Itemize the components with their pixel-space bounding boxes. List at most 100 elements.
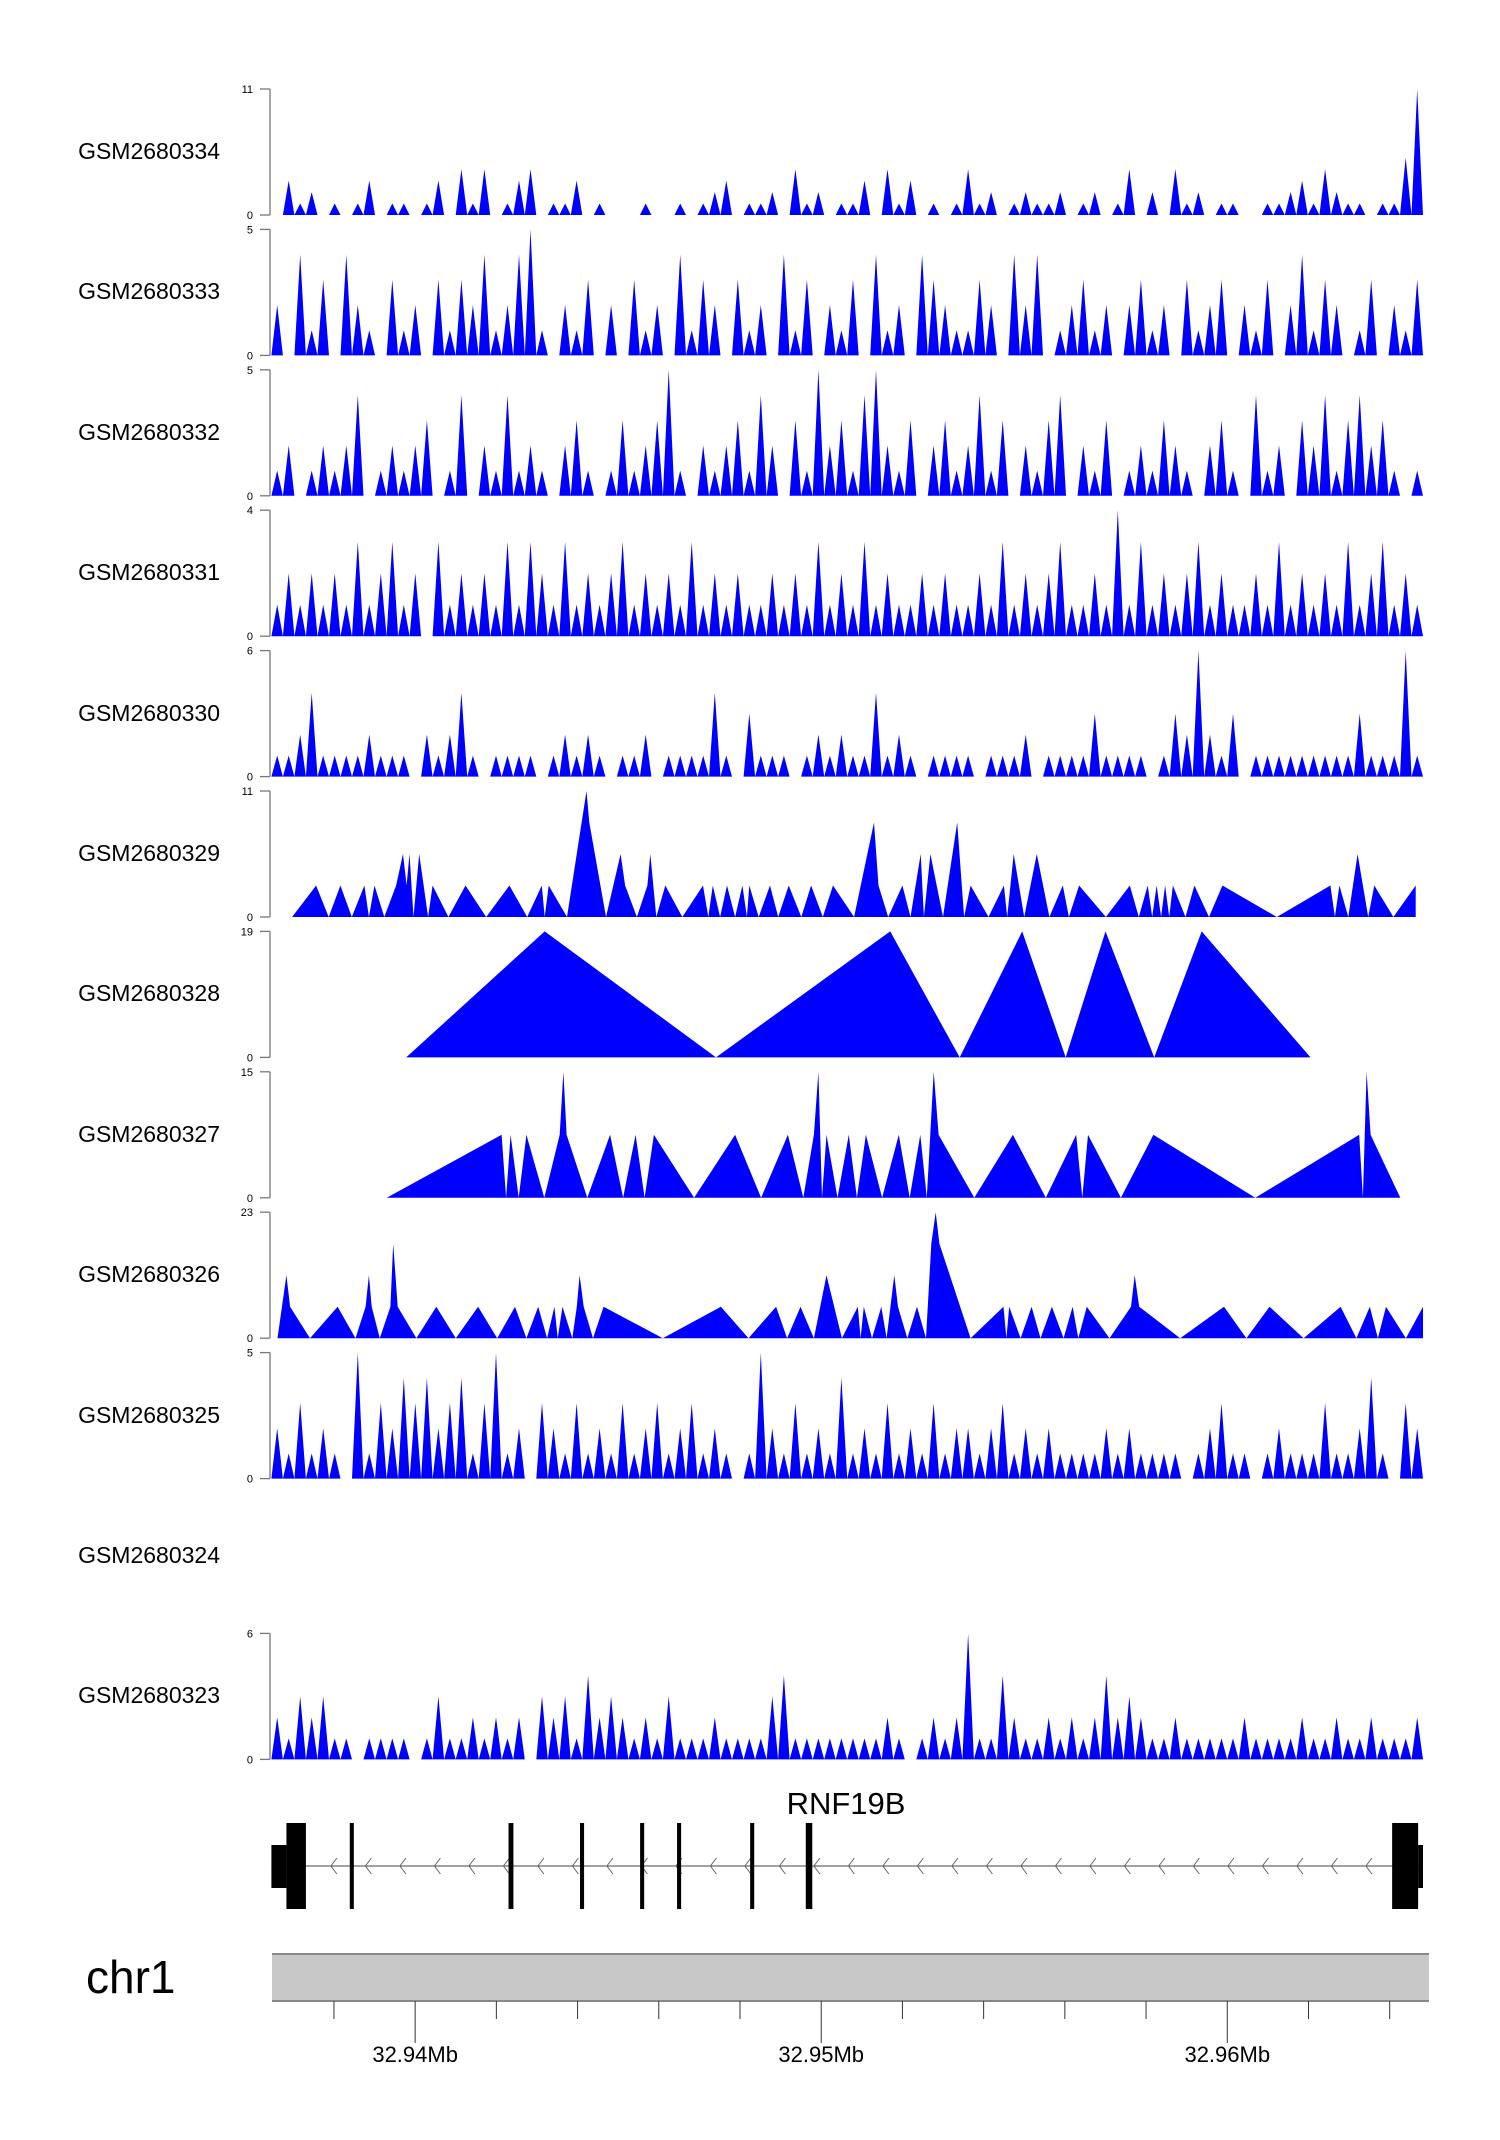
strand-arrow-icon (537, 1857, 545, 1875)
exon (580, 1823, 585, 1909)
strand-arrow-icon (571, 1857, 579, 1875)
strand-arrow-icon (502, 1857, 510, 1875)
exon (349, 1823, 354, 1909)
track-GSM2680329: 11 0 (242, 786, 1416, 924)
y-tick-label-max: 5 (247, 365, 253, 377)
track-label: GSM2680323 (78, 1682, 220, 1709)
track-GSM2680332: 50 (247, 365, 1423, 503)
strand-arrow-icon (916, 1857, 924, 1875)
strand-arrow-icon (709, 1857, 717, 1875)
gene-name: RNF19B (786, 1786, 906, 1821)
track-GSM2680334: 11 0 (242, 84, 1423, 222)
coverage-area (292, 791, 1416, 917)
track-label: GSM2680326 (78, 1261, 220, 1288)
strand-arrow-icon (468, 1857, 476, 1875)
coverage-area (406, 931, 1311, 1058)
track-GSM2680325: 50 (247, 1348, 1423, 1486)
coverage-area (277, 1212, 1423, 1339)
exon (750, 1823, 755, 1909)
track-label: GSM2680328 (78, 980, 220, 1007)
coverage-area (386, 1071, 1401, 1198)
y-tick-label-min: 0 (247, 210, 253, 222)
y-tick-label-min: 0 (247, 1474, 253, 1486)
strand-arrow-icon (364, 1857, 372, 1875)
strand-arrow-icon (433, 1857, 441, 1875)
strand-arrow-icon (744, 1857, 752, 1875)
track-GSM2680327: 15 0 (241, 1067, 1401, 1205)
y-tick-label-max: 6 (247, 646, 253, 658)
y-tick-label-max: 19 (241, 926, 253, 938)
chromosome-bar (272, 1954, 1429, 2001)
strand-arrow-icon (1020, 1857, 1028, 1875)
strand-arrow-icon (1158, 1857, 1166, 1875)
chromosome-label: chr1 (86, 1951, 176, 2003)
genome-axis: 32.94Mb 32.95Mb 32.96Mb (272, 1953, 1429, 2067)
y-tick-label-max: 11 (242, 84, 253, 96)
strand-arrow-icon (1261, 1857, 1269, 1875)
coverage-area (271, 229, 1423, 356)
y-tick-label-max: 15 (241, 1067, 253, 1079)
strand-arrow-icon (1365, 1857, 1373, 1875)
exon (640, 1823, 645, 1909)
exon (805, 1823, 813, 1909)
y-tick-label-min: 0 (247, 1333, 253, 1345)
y-tick-label-max: 23 (241, 1207, 253, 1219)
track-label: GSM2680325 (78, 1401, 220, 1428)
strand-arrow-icon (882, 1857, 890, 1875)
strand-arrow-icon (813, 1857, 821, 1875)
coverage-area (271, 650, 1423, 777)
y-tick-label-max: 5 (247, 1348, 253, 1360)
y-tick-label-max: 5 (247, 224, 253, 236)
y-tick-label-min: 0 (247, 350, 253, 362)
axis-tick-label: 32.94Mb (372, 2042, 458, 2067)
coverage-area (271, 1633, 1423, 1760)
track-label: GSM2680324 (78, 1542, 220, 1568)
strand-arrow-icon (985, 1857, 993, 1875)
y-tick-label-min: 0 (247, 912, 253, 924)
y-tick-label-min: 0 (247, 631, 253, 643)
utr (1418, 1845, 1423, 1888)
exon (286, 1823, 306, 1909)
axis-tick-label: 32.96Mb (1184, 2042, 1270, 2067)
strand-arrow-icon (778, 1857, 786, 1875)
y-tick-label-max: 6 (247, 1628, 253, 1640)
track-GSM2680323: 60 (247, 1628, 1423, 1766)
axis-tick-label: 32.95Mb (778, 2042, 864, 2067)
strand-arrow-icon (847, 1857, 855, 1875)
strand-arrow-icon (1089, 1857, 1097, 1875)
track-label: GSM2680329 (78, 840, 220, 866)
strand-arrow-icon (1330, 1857, 1338, 1875)
strand-arrow-icon (1192, 1857, 1200, 1875)
coverage-area (271, 89, 1423, 215)
strand-arrow-icon (330, 1857, 338, 1875)
y-tick-label-min: 0 (247, 1754, 253, 1766)
coverage-area (271, 369, 1423, 496)
track-label: GSM2680333 (78, 278, 220, 305)
y-tick-label-min: 0 (247, 1193, 253, 1205)
track-label: GSM2680331 (78, 559, 220, 586)
track-label: GSM2680332 (78, 418, 220, 445)
exon (508, 1823, 514, 1909)
track-GSM2680326: 23 0 (241, 1207, 1423, 1345)
track-GSM2680333: 50 (247, 224, 1423, 362)
y-tick-label-min: 0 (247, 1052, 253, 1064)
track-GSM2680330: 60 (247, 646, 1423, 784)
strand-arrow-icon (399, 1857, 407, 1875)
strand-arrow-icon (1054, 1857, 1062, 1875)
strand-arrow-icon (1296, 1857, 1304, 1875)
exon (1392, 1823, 1419, 1909)
strand-arrow-icon (951, 1857, 959, 1875)
coverage-area (271, 510, 1423, 637)
strand-arrow-icon (1227, 1857, 1235, 1875)
y-tick-label-max: 11 (242, 786, 253, 798)
track-GSM2680331: 40 (247, 505, 1423, 643)
track-label: GSM2680334 (78, 138, 220, 164)
strand-arrow-icon (606, 1857, 614, 1875)
gene-model (271, 1823, 1423, 1909)
y-tick-label-max: 4 (247, 505, 253, 517)
strand-arrow-icon (1123, 1857, 1131, 1875)
track-label: GSM2680327 (78, 1120, 220, 1147)
y-tick-label-min: 0 (247, 491, 253, 503)
track-label: GSM2680330 (78, 699, 220, 726)
